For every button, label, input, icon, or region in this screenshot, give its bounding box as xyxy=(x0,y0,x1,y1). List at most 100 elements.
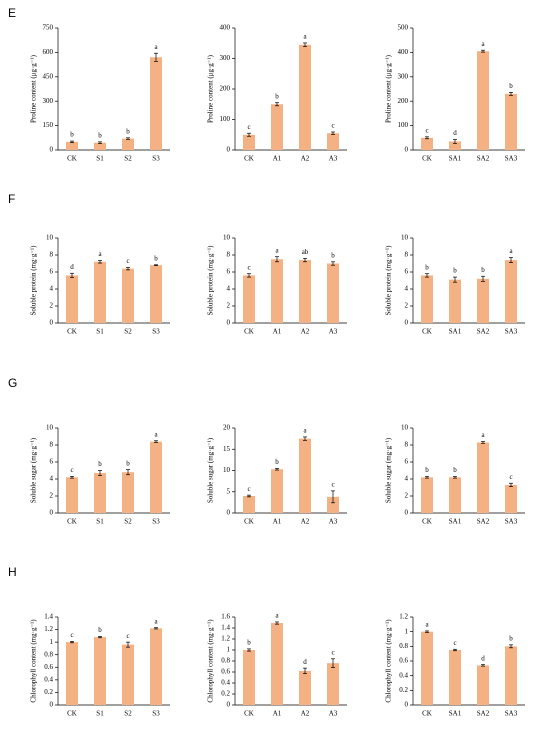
y-axis-label: Proline content (μg·g⁻¹) xyxy=(30,54,38,123)
significance-letter: a xyxy=(154,617,158,625)
x-tick-label: A3 xyxy=(329,328,338,336)
x-tick-label: SA1 xyxy=(449,710,462,718)
y-tick-label: 200 xyxy=(398,97,409,105)
y-tick-label: 6 xyxy=(405,268,409,276)
bar xyxy=(421,275,433,323)
y-tick-label: 0.2 xyxy=(399,686,408,694)
y-tick-label: 10 xyxy=(401,424,409,432)
y-tick-label: 10 xyxy=(46,234,54,242)
significance-letter: a xyxy=(481,431,485,439)
significance-letter: b xyxy=(247,639,251,647)
x-tick-label: S2 xyxy=(124,710,132,718)
y-tick-label: 0.6 xyxy=(44,663,53,671)
y-axis-label: Soluble sugar (mg·g⁻¹) xyxy=(207,437,215,503)
x-tick-label: SA1 xyxy=(449,328,462,336)
significance-letter: b xyxy=(509,82,513,90)
y-tick-label: 2 xyxy=(227,302,231,310)
y-tick-label: 0.4 xyxy=(399,671,408,679)
bar xyxy=(421,631,433,705)
bar xyxy=(150,265,162,323)
bar xyxy=(299,260,311,323)
y-tick-label: 6 xyxy=(405,458,409,466)
x-tick-label: CK xyxy=(67,155,77,163)
y-tick-label: 1.2 xyxy=(44,625,53,633)
bar xyxy=(505,646,517,705)
y-tick-label: 0.4 xyxy=(44,675,53,683)
y-tick-label: 0.8 xyxy=(399,642,408,650)
x-tick-label: S1 xyxy=(96,518,104,526)
significance-letter: b xyxy=(509,634,513,642)
y-tick-label: 450 xyxy=(43,72,54,80)
bar xyxy=(243,496,255,513)
x-tick-label: SA2 xyxy=(477,710,490,718)
significance-letter: c xyxy=(331,648,334,656)
significance-letter: d xyxy=(481,654,485,662)
y-tick-label: 0 xyxy=(405,319,409,327)
y-tick-label: 4 xyxy=(405,285,409,293)
y-tick-label: 8 xyxy=(405,251,409,259)
y-axis-label: Soluble protein (mg·g⁻¹) xyxy=(385,245,393,316)
x-tick-label: S2 xyxy=(124,328,132,336)
y-tick-label: 400 xyxy=(220,24,231,32)
y-tick-label: 6 xyxy=(50,268,54,276)
bar xyxy=(122,472,134,513)
bar xyxy=(421,477,433,513)
y-tick-label: 1.4 xyxy=(44,613,53,621)
y-tick-label: 0.2 xyxy=(44,688,53,696)
significance-letter: b xyxy=(453,267,457,275)
significance-letter: b xyxy=(98,460,102,468)
row-label: G xyxy=(8,376,17,390)
y-tick-label: 8 xyxy=(227,251,231,259)
y-tick-label: 300 xyxy=(220,54,231,62)
y-axis-label: Chlorophyll content (mg·g⁻¹) xyxy=(30,619,38,703)
bar xyxy=(243,650,255,705)
significance-letter: a xyxy=(275,612,279,620)
bar xyxy=(243,134,255,150)
x-tick-label: A1 xyxy=(273,518,282,526)
bar xyxy=(449,650,461,705)
significance-letter: a xyxy=(425,621,429,629)
bar xyxy=(271,259,283,323)
bar xyxy=(271,104,283,150)
x-tick-label: CK xyxy=(422,155,432,163)
significance-letter: b xyxy=(425,466,429,474)
y-tick-label: 0 xyxy=(227,319,231,327)
significance-letter: b xyxy=(70,131,74,139)
x-tick-label: S1 xyxy=(96,328,104,336)
x-tick-label: A2 xyxy=(301,710,310,718)
x-tick-label: A2 xyxy=(301,518,310,526)
significance-letter: c xyxy=(331,122,334,130)
bar xyxy=(477,278,489,323)
y-tick-label: 150 xyxy=(43,121,54,129)
y-tick-label: 15 xyxy=(223,445,231,453)
bar xyxy=(327,263,339,323)
x-tick-label: A2 xyxy=(301,155,310,163)
bar xyxy=(477,442,489,513)
bar xyxy=(122,644,134,705)
x-tick-label: SA1 xyxy=(449,155,462,163)
y-tick-label: 500 xyxy=(398,24,409,32)
significance-letter: c xyxy=(247,123,250,131)
y-tick-label: 0.6 xyxy=(399,657,408,665)
bar xyxy=(477,665,489,705)
y-tick-label: 8 xyxy=(50,251,54,259)
x-tick-label: SA3 xyxy=(505,710,518,718)
y-tick-label: 1 xyxy=(50,638,54,646)
x-tick-label: CK xyxy=(422,328,432,336)
x-tick-label: SA2 xyxy=(477,518,490,526)
bar xyxy=(449,279,461,323)
x-tick-label: SA2 xyxy=(477,155,490,163)
bar xyxy=(327,133,339,150)
bar xyxy=(122,138,134,150)
significance-letter: b xyxy=(98,626,102,634)
bar xyxy=(449,477,461,513)
y-tick-label: 4 xyxy=(50,475,54,483)
y-tick-label: 1.6 xyxy=(221,613,230,621)
row-label: H xyxy=(8,565,17,579)
y-tick-label: 4 xyxy=(50,285,54,293)
y-tick-label: 0 xyxy=(50,509,54,517)
bar xyxy=(327,496,339,513)
x-tick-label: S1 xyxy=(96,710,104,718)
significance-letter: b xyxy=(481,266,485,274)
